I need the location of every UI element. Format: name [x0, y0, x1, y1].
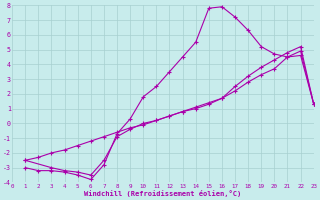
X-axis label: Windchill (Refroidissement éolien,°C): Windchill (Refroidissement éolien,°C) [84, 190, 242, 197]
